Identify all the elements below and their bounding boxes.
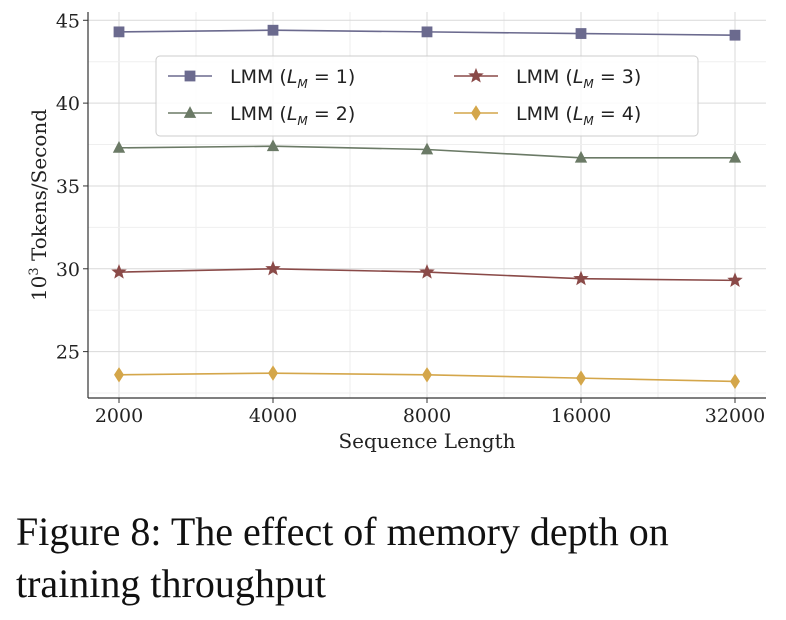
data-point	[576, 370, 586, 386]
y-tick-label: 40	[56, 93, 80, 115]
data-point	[112, 140, 126, 153]
data-point	[729, 29, 741, 41]
x-axis-label: Sequence Length	[338, 429, 515, 453]
series-4	[114, 365, 740, 390]
data-point	[419, 263, 435, 279]
legend-marker	[468, 67, 484, 83]
legend-label-suffix: = 3)	[594, 66, 642, 88]
data-point	[111, 263, 127, 279]
y-tick-label: 25	[56, 342, 80, 364]
data-point	[421, 26, 433, 38]
legend: LMM (LM = 1) LMM (LM = 3)LMM (LM = 2) LMM …	[155, 55, 699, 137]
legend-label-sub: M	[583, 77, 594, 91]
x-tick-label: 2000	[95, 405, 143, 427]
data-point	[420, 142, 434, 155]
y-tick-label: 35	[56, 176, 80, 198]
caption-line-2: training throughput	[16, 561, 326, 606]
legend-label: LMM (LM = 4)	[516, 103, 641, 128]
legend-entry-3: LMM (LM = 3)	[454, 66, 641, 91]
legend-label-prefix: LMM (	[230, 103, 287, 125]
data-point	[575, 28, 587, 39]
data-point	[266, 139, 280, 152]
data-point	[267, 24, 279, 36]
data-point	[573, 270, 589, 286]
figure-caption: Figure 8: The effect of memory depth on …	[16, 506, 776, 610]
data-point	[422, 367, 432, 383]
legend-label-sub: M	[583, 114, 594, 128]
legend-label-sub: M	[297, 77, 308, 91]
y-axis-label: 103 Tokens/Second	[27, 109, 51, 301]
data-point	[265, 260, 281, 276]
y-axis-label-exp: 3	[27, 267, 42, 275]
data-point	[728, 150, 742, 163]
legend-label-prefix: LMM (	[516, 103, 573, 125]
data-point	[574, 150, 588, 163]
legend-marker	[183, 106, 197, 118]
legend-label-sub: M	[297, 114, 308, 128]
y-tick-label: 30	[56, 259, 80, 281]
y-tick-label: 45	[56, 10, 80, 32]
legend-label-var: L	[573, 103, 584, 125]
data-point	[727, 272, 743, 287]
data-point	[113, 26, 125, 38]
x-tick-label: 4000	[249, 405, 297, 427]
series	[111, 24, 743, 390]
data-point	[114, 367, 124, 383]
x-tick-label: 16000	[551, 405, 611, 427]
legend-label: LMM (LM = 1)	[230, 66, 355, 91]
legend-label-suffix: = 2)	[308, 103, 356, 125]
y-axis-label-rest: Tokens/Second	[27, 109, 51, 268]
legend-entry-4: LMM (LM = 4)	[454, 103, 641, 128]
axes: 25 30 35 40 45 2000 4000 8000 16000 32000	[56, 10, 766, 427]
legend-label-var: L	[287, 66, 298, 88]
legend-label-var: L	[287, 103, 298, 125]
legend-label: LMM (LM = 2)	[230, 103, 355, 128]
caption-line-1: Figure 8: The effect of memory depth on	[16, 509, 669, 554]
series-3	[111, 260, 743, 287]
legend-label: LMM (LM = 3)	[516, 66, 641, 91]
x-tick-label: 32000	[705, 405, 765, 427]
legend-entry-1: LMM (LM = 1)	[168, 66, 355, 91]
legend-marker	[471, 105, 481, 121]
legend-label-prefix: LMM (	[516, 66, 573, 88]
legend-label-suffix: = 4)	[594, 103, 642, 125]
legend-entry-2: LMM (LM = 2)	[168, 103, 355, 128]
x-tick-label: 8000	[403, 405, 451, 427]
legend-marker	[184, 70, 196, 82]
legend-label-prefix: LMM (	[230, 66, 287, 88]
legend-label-var: L	[573, 66, 584, 88]
y-axis-label-base: 10	[27, 276, 51, 301]
data-point	[268, 365, 278, 381]
series-2	[112, 139, 742, 163]
series-1	[113, 24, 741, 41]
data-point	[730, 373, 740, 390]
legend-box	[155, 55, 699, 137]
legend-label-suffix: = 1)	[308, 66, 356, 88]
